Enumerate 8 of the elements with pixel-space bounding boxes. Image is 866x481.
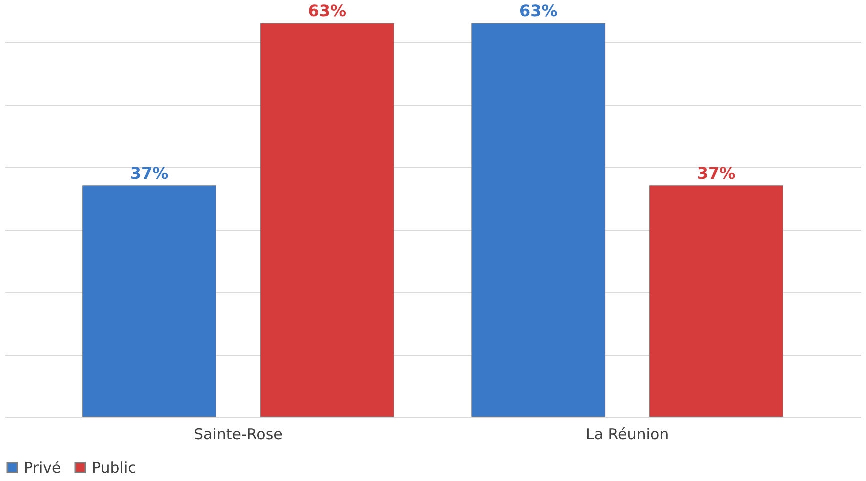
legend-label: Public: [92, 458, 136, 477]
data-label: 37%: [130, 164, 169, 183]
data-label: 37%: [697, 164, 736, 183]
x-tick-label: Sainte-Rose: [194, 426, 283, 444]
legend-label: Privé: [24, 458, 62, 477]
data-label: 63%: [519, 1, 558, 20]
data-label: 63%: [308, 1, 347, 20]
x-tick-label: La Réunion: [586, 426, 670, 444]
